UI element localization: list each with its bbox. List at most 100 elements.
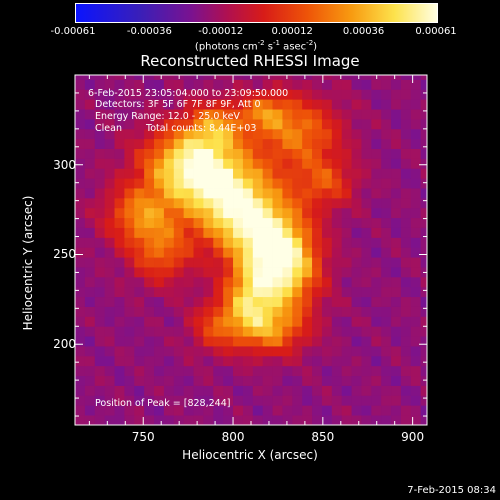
heatmap-cell bbox=[292, 365, 303, 377]
heatmap-cell bbox=[183, 237, 194, 248]
heatmap-cell bbox=[203, 118, 214, 130]
heatmap-cell bbox=[193, 128, 204, 140]
heatmap-cell bbox=[213, 385, 224, 396]
heatmap-cell bbox=[75, 355, 86, 367]
heatmap-cell bbox=[144, 247, 155, 258]
heatmap-cell bbox=[381, 99, 392, 110]
heatmap-cell bbox=[104, 138, 115, 149]
heatmap-cell bbox=[104, 267, 115, 278]
heatmap-cell bbox=[282, 227, 293, 238]
heatmap-cell bbox=[84, 99, 96, 110]
heatmap-cell bbox=[371, 247, 382, 258]
heatmap-cell bbox=[381, 365, 392, 377]
heatmap-cell bbox=[262, 375, 273, 386]
heatmap-cell bbox=[154, 138, 165, 149]
heatmap-cell bbox=[400, 316, 412, 327]
heatmap-cell bbox=[233, 217, 244, 228]
heatmap-cell bbox=[114, 316, 125, 327]
heatmap-cell bbox=[75, 286, 86, 298]
heatmap-cell bbox=[272, 89, 283, 100]
heatmap-cell bbox=[183, 75, 194, 80]
heatmap-cell bbox=[341, 316, 352, 327]
heatmap-cell bbox=[410, 375, 422, 386]
heatmap-cell bbox=[144, 178, 155, 189]
heatmap-cell bbox=[203, 415, 214, 426]
heatmap-cell bbox=[233, 276, 244, 288]
heatmap-cell bbox=[173, 168, 185, 179]
heatmap-cell bbox=[213, 316, 224, 327]
heatmap-cell bbox=[312, 326, 323, 337]
heatmap-cell bbox=[124, 336, 135, 347]
heatmap-cell bbox=[154, 286, 165, 298]
heatmap-cell bbox=[163, 75, 175, 80]
heatmap-cell bbox=[173, 296, 185, 307]
heatmap-cell bbox=[154, 346, 165, 357]
heatmap-cell bbox=[183, 178, 194, 189]
heatmap-cell bbox=[420, 326, 428, 337]
heatmap-cell bbox=[163, 316, 175, 327]
heatmap-cell bbox=[262, 395, 273, 406]
heatmap-cell bbox=[183, 286, 194, 298]
heatmap-cell bbox=[312, 405, 323, 416]
heatmap-cell bbox=[94, 336, 106, 347]
heatmap-cell bbox=[312, 79, 323, 90]
heatmap-cell bbox=[272, 257, 283, 268]
heatmap-cell bbox=[183, 346, 194, 357]
heatmap-cell bbox=[75, 237, 86, 248]
heatmap-cell bbox=[381, 355, 392, 367]
heatmap-cell bbox=[173, 188, 185, 199]
heatmap-cell bbox=[341, 365, 352, 377]
heatmap-cell bbox=[134, 306, 145, 317]
heatmap-cell bbox=[163, 79, 175, 90]
heatmap-cell bbox=[124, 227, 135, 238]
heatmap-cell bbox=[154, 227, 165, 238]
heatmap-cell bbox=[391, 316, 402, 327]
heatmap-cell bbox=[203, 306, 214, 317]
heatmap-cell bbox=[331, 188, 343, 199]
heatmap-cell bbox=[331, 99, 343, 110]
heatmap-cell bbox=[223, 346, 234, 357]
heatmap-cell bbox=[193, 286, 204, 298]
heatmap-cell bbox=[400, 355, 412, 367]
heatmap-cell bbox=[84, 75, 96, 80]
heatmap-cell bbox=[351, 286, 362, 298]
heatmap-cell bbox=[381, 227, 392, 238]
heatmap-cell bbox=[233, 355, 244, 367]
heatmap-cell bbox=[381, 75, 392, 80]
heatmap-cell bbox=[183, 247, 194, 258]
heatmap-cell bbox=[104, 89, 115, 100]
heatmap-cell bbox=[252, 395, 264, 406]
heatmap-cell bbox=[420, 148, 428, 159]
heatmap-cell bbox=[292, 178, 303, 189]
heatmap-cell bbox=[381, 326, 392, 337]
heatmap-cell bbox=[361, 247, 372, 258]
heatmap-cell bbox=[292, 237, 303, 248]
heatmap-cell bbox=[272, 405, 283, 416]
heatmap-cell bbox=[114, 197, 125, 209]
heatmap-cell bbox=[272, 316, 283, 327]
heatmap-cell bbox=[371, 385, 382, 396]
heatmap-cell bbox=[410, 197, 422, 209]
heatmap-cell bbox=[242, 148, 254, 159]
heatmap-cell bbox=[321, 247, 333, 258]
heatmap-cell bbox=[410, 168, 422, 179]
heatmap-cell bbox=[84, 148, 96, 159]
heatmap-cell bbox=[223, 128, 234, 140]
heatmap-cell bbox=[361, 415, 372, 426]
heatmap-cell bbox=[193, 89, 204, 100]
heatmap-cell bbox=[213, 395, 224, 406]
heatmap-cell bbox=[331, 207, 343, 219]
heatmap-cell bbox=[223, 296, 234, 307]
heatmap-cell bbox=[252, 346, 264, 357]
heatmap-cell bbox=[223, 375, 234, 386]
heatmap-cell bbox=[183, 316, 194, 327]
heatmap-cell bbox=[400, 99, 412, 110]
heatmap-cell bbox=[144, 405, 155, 416]
heatmap-cell bbox=[312, 316, 323, 327]
heatmap-cell bbox=[420, 197, 428, 209]
heatmap-cell bbox=[104, 207, 115, 219]
heatmap-cell bbox=[183, 99, 194, 110]
heatmap-cell bbox=[312, 276, 323, 288]
heatmap-cell bbox=[242, 118, 254, 130]
